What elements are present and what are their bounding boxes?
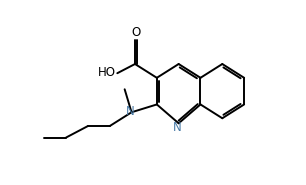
Text: N: N [173,121,181,134]
Text: N: N [126,105,135,118]
Text: O: O [132,26,141,38]
Text: HO: HO [98,66,115,79]
